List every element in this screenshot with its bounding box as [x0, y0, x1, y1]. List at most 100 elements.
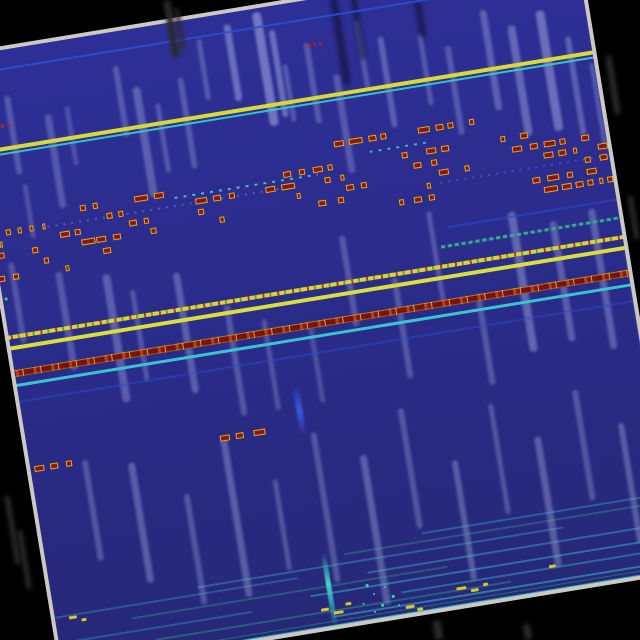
- burst-dash: [584, 156, 592, 164]
- micro-dash: [0, 124, 4, 129]
- outer-ghost-streak: [432, 619, 444, 640]
- burst-dash: [519, 132, 529, 140]
- burst-dash: [41, 223, 46, 230]
- burst-dash: [235, 431, 245, 440]
- burst-dash: [464, 164, 471, 172]
- burst-dash: [0, 241, 4, 248]
- burst-dash: [143, 217, 150, 225]
- light-streak: [417, 33, 434, 106]
- yellow-speck: [345, 601, 352, 606]
- burst-dash: [499, 135, 506, 143]
- light-streak: [589, 62, 609, 151]
- light-streak: [444, 45, 466, 136]
- burst-dash: [194, 196, 208, 205]
- burst-dash: [59, 230, 71, 238]
- yellow-speck: [81, 617, 87, 622]
- burst-dash: [43, 257, 50, 264]
- burst-dash: [296, 192, 302, 200]
- burst-dash: [412, 161, 422, 169]
- burst-dash: [49, 462, 59, 470]
- light-streak: [3, 95, 23, 176]
- light-streak: [533, 435, 563, 568]
- burst-dash: [339, 174, 345, 181]
- light-streak: [127, 461, 155, 584]
- burst-dash: [430, 159, 438, 167]
- burst-dash: [531, 176, 541, 184]
- light-streak: [451, 459, 478, 582]
- burst-dash: [511, 145, 523, 153]
- burst-dash: [546, 173, 560, 182]
- burst-dash: [543, 139, 557, 148]
- burst-dash: [345, 183, 355, 192]
- burst-dash: [435, 123, 444, 131]
- burst-dash: [586, 167, 598, 176]
- light-streak: [129, 289, 150, 382]
- burst-dash: [92, 202, 99, 210]
- light-streak: [571, 389, 596, 501]
- burst-dash: [401, 151, 409, 159]
- burst-dash: [298, 168, 306, 176]
- light-streak: [219, 436, 253, 598]
- green-dot: [4, 297, 8, 301]
- burst-dash: [212, 194, 222, 202]
- burst-dash: [559, 138, 566, 146]
- burst-dash: [561, 182, 573, 191]
- micro-dash: [319, 42, 322, 46]
- burst-dash: [0, 275, 6, 283]
- burst-dash: [426, 182, 432, 190]
- burst-dash: [81, 237, 96, 246]
- bottom-noise-line: [344, 499, 640, 555]
- micro-dash: [313, 43, 316, 47]
- burst-dash: [253, 428, 266, 437]
- burst-dash: [29, 225, 35, 232]
- outer-ghost-streak: [605, 54, 621, 116]
- light-streak: [425, 210, 446, 303]
- burst-dash: [417, 125, 431, 134]
- burst-dash: [17, 227, 23, 234]
- light-streak: [391, 277, 414, 379]
- burst-dash: [324, 176, 332, 184]
- burst-dash: [280, 182, 296, 191]
- burst-dash: [31, 246, 39, 254]
- light-streak: [223, 304, 248, 417]
- light-streak: [272, 479, 293, 571]
- burst-dash: [606, 175, 614, 183]
- burst-dash: [219, 434, 231, 442]
- burst-dash: [337, 196, 345, 204]
- burst-dash: [150, 227, 157, 235]
- burst-dash: [598, 177, 604, 185]
- burst-dash: [379, 133, 387, 140]
- burst-dash: [440, 145, 450, 153]
- burst-dash: [117, 210, 124, 218]
- dotted-signal-line: [369, 141, 429, 153]
- burst-dash: [0, 252, 6, 260]
- burst-dash: [128, 219, 138, 227]
- teal-speck: [372, 592, 376, 596]
- light-streak: [223, 23, 243, 102]
- burst-dash: [580, 134, 590, 142]
- burst-dash: [197, 208, 205, 216]
- light-streak: [617, 422, 640, 544]
- burst-dash: [327, 164, 334, 171]
- light-streak: [535, 9, 564, 132]
- burst-dash: [5, 228, 12, 236]
- light-streak: [303, 42, 323, 125]
- burst-dash: [64, 264, 70, 272]
- light-streak: [397, 407, 424, 530]
- light-streak: [183, 493, 208, 605]
- dark-streak: [411, 0, 427, 39]
- outer-ghost-streak: [627, 194, 640, 241]
- burst-dash: [360, 181, 368, 189]
- burst-dash: [398, 198, 405, 206]
- burst-dash: [133, 194, 149, 203]
- burst-dash: [112, 233, 122, 241]
- burst-dash: [317, 199, 327, 207]
- burst-dash: [333, 139, 345, 148]
- burst-dash: [34, 464, 45, 473]
- burst-dash: [348, 136, 364, 146]
- micro-dash: [8, 123, 11, 127]
- burst-dash: [529, 142, 539, 150]
- burst-dash: [572, 147, 578, 154]
